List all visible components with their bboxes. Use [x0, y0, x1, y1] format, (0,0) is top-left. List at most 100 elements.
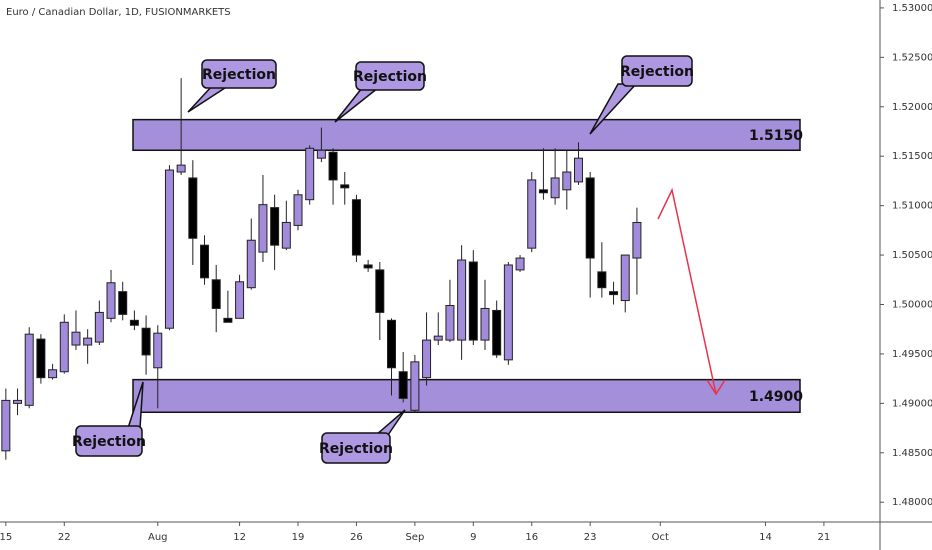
- candle-body: [164, 169, 174, 329]
- arrow-line: [657, 187, 717, 395]
- candle-body: [375, 269, 385, 313]
- callout-text: Rejection: [202, 67, 276, 83]
- zone-label: 1.4900: [749, 389, 803, 405]
- candle-body: [83, 337, 93, 346]
- zone: [132, 118, 801, 152]
- candle-body: [94, 311, 104, 343]
- y-tick-label: 1.52500: [892, 52, 932, 63]
- candle-body: [585, 177, 595, 259]
- candle-body: [293, 194, 303, 226]
- candle-body: [503, 264, 513, 361]
- candle-body: [609, 291, 619, 296]
- candle-body: [340, 184, 350, 189]
- x-tick-label: Oct: [652, 532, 669, 543]
- forecast-arrow: [657, 187, 726, 396]
- chart-title: Euro / Canadian Dollar, 1D, FUSIONMARKET…: [6, 7, 231, 18]
- y-tick-label: 1.52000: [892, 102, 932, 113]
- candle-body: [235, 281, 245, 319]
- candle-body: [129, 319, 139, 326]
- x-tick-label: 23: [584, 532, 597, 543]
- y-tick-label: 1.50500: [892, 250, 932, 261]
- callout-box: [355, 61, 425, 91]
- candle-body: [351, 199, 361, 256]
- x-tick-label: 26: [350, 532, 363, 543]
- x-tick-label: 22: [58, 532, 71, 543]
- zone: [132, 378, 801, 414]
- candle-body: [153, 332, 163, 369]
- candle-body: [480, 307, 490, 341]
- candle-body: [188, 177, 198, 239]
- candle-body: [620, 254, 630, 302]
- y-tick-label: 1.53000: [892, 3, 932, 14]
- callout-text: Rejection: [620, 64, 694, 80]
- x-tick-label: Sep: [405, 532, 424, 543]
- y-tick-label: 1.50000: [892, 300, 932, 311]
- y-tick-label: 1.49500: [892, 349, 932, 360]
- candle-body: [200, 244, 210, 279]
- candle-body: [433, 335, 443, 341]
- candle-body: [246, 239, 256, 289]
- candle-body: [48, 369, 58, 379]
- candle-body: [573, 157, 583, 183]
- candle-body: [118, 291, 128, 315]
- callout-box: [621, 55, 693, 87]
- arrow-head: [706, 379, 726, 396]
- callout-box: [321, 432, 391, 464]
- candle-body: [363, 264, 373, 269]
- y-tick-label: 1.51000: [892, 201, 932, 212]
- candle-body: [106, 282, 116, 319]
- candle-body: [550, 177, 560, 199]
- candle-body: [24, 333, 34, 406]
- candle-body: [258, 204, 268, 253]
- zone-label: 1.5150: [749, 128, 803, 144]
- candle-body: [316, 149, 326, 159]
- y-tick-label: 1.48000: [892, 497, 932, 508]
- y-tick-label: 1.48500: [892, 448, 932, 459]
- candle-body: [597, 271, 607, 289]
- candle-body: [13, 399, 23, 404]
- candle-body: [281, 221, 291, 249]
- candle-body: [270, 207, 280, 246]
- zones: 1.5150 1.4900: [132, 118, 803, 414]
- x-tick-label: 14: [759, 532, 772, 543]
- candle-body: [492, 309, 502, 356]
- candle-body: [468, 261, 478, 341]
- callout-text: Rejection: [72, 434, 146, 450]
- candle-body: [387, 319, 397, 369]
- candle-body: [410, 361, 420, 411]
- x-tick-label: 21: [818, 532, 831, 543]
- candle-body: [1, 399, 11, 452]
- candle-body: [527, 179, 537, 249]
- candle-body: [305, 147, 315, 201]
- callout: Rejection: [334, 61, 427, 123]
- x-tick-label: 12: [233, 532, 246, 543]
- callout-box: [75, 425, 143, 457]
- x-tick-label: 9: [470, 532, 476, 543]
- candle-body: [457, 259, 467, 341]
- candle-body: [422, 339, 432, 379]
- candle-body: [59, 321, 69, 373]
- x-tick-label: Aug: [148, 532, 168, 543]
- y-tick-label: 1.49000: [892, 398, 932, 409]
- candle-body: [445, 304, 455, 341]
- x-tick-label: 15: [0, 532, 12, 543]
- callout: Rejection: [319, 409, 406, 464]
- candle-body: [71, 331, 81, 346]
- candle-body: [515, 257, 525, 271]
- x-tick-label: 19: [292, 532, 305, 543]
- x-tick-label: 16: [525, 532, 538, 543]
- callout-box: [201, 59, 277, 89]
- callout: Rejection: [187, 59, 277, 113]
- callout-text: Rejection: [319, 441, 393, 457]
- candle-body: [562, 171, 572, 191]
- candle-body: [632, 221, 642, 259]
- candle-body: [398, 371, 408, 399]
- candle-body: [141, 327, 151, 356]
- candle-body: [176, 164, 186, 173]
- candle-body: [328, 151, 338, 181]
- candle-body: [223, 317, 233, 323]
- y-tick-label: 1.51500: [892, 151, 932, 162]
- candle-body: [211, 279, 221, 309]
- callout: Rejection: [589, 55, 694, 135]
